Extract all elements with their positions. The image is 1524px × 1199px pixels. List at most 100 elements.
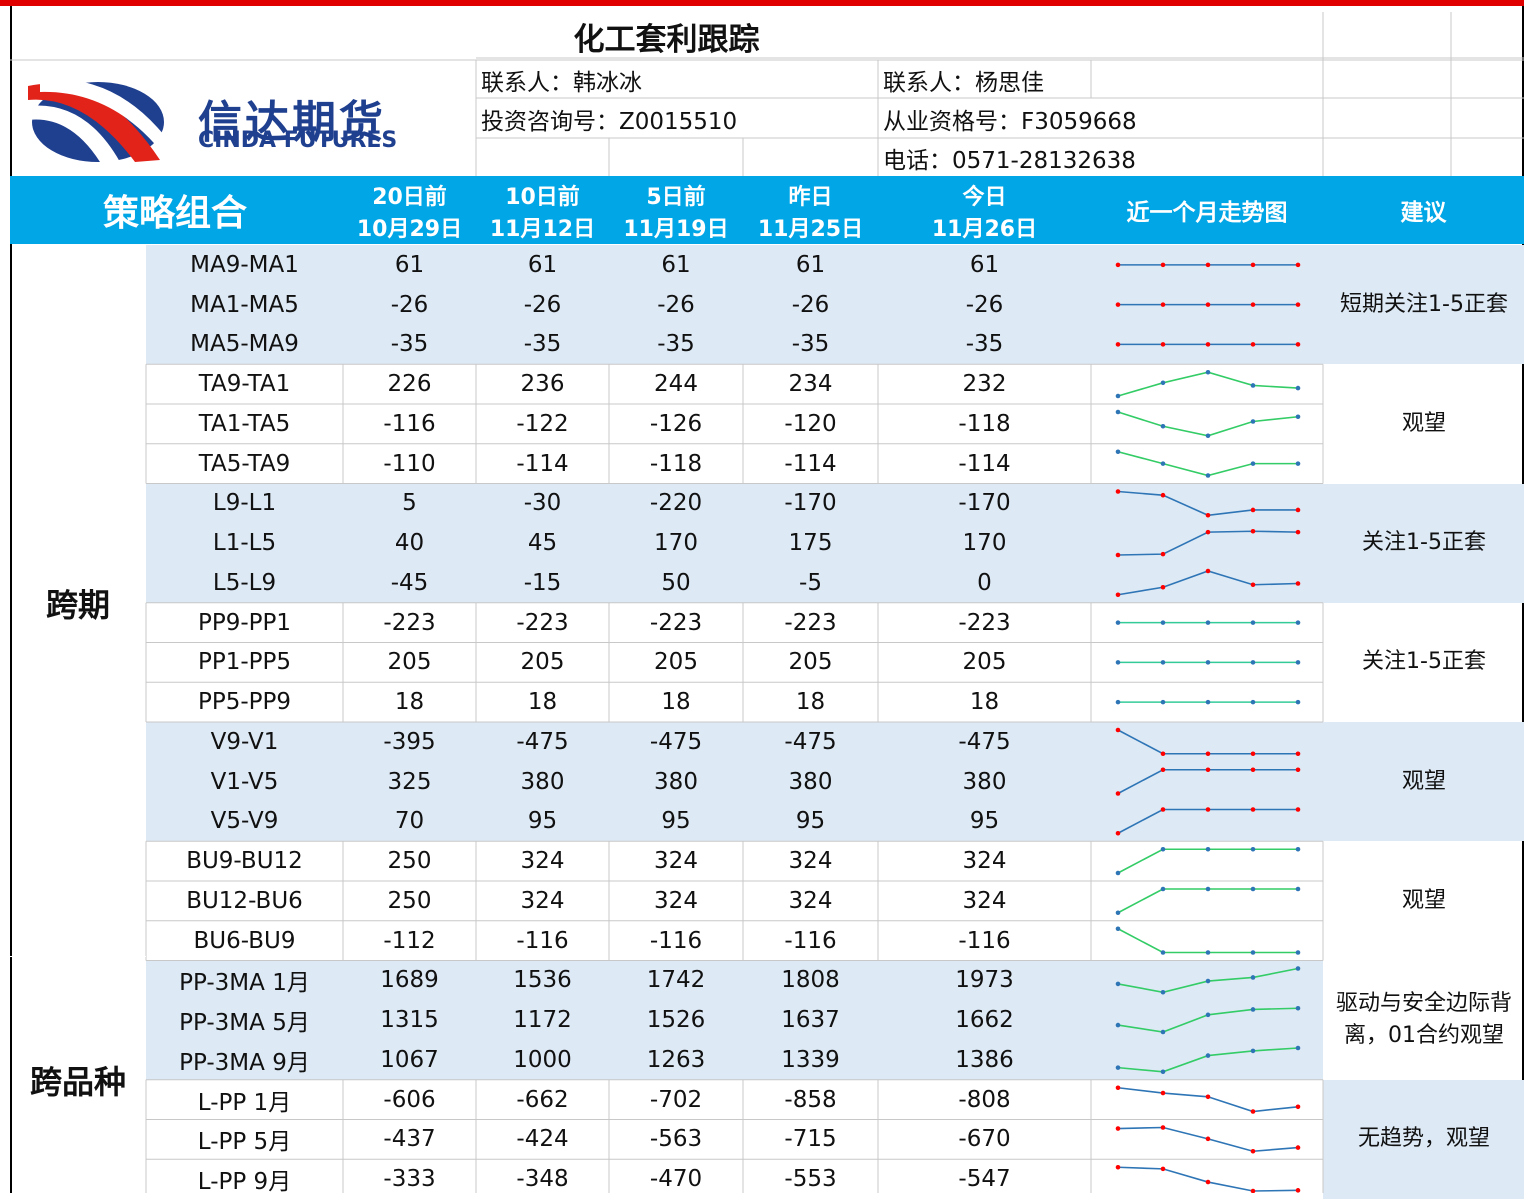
sparkline xyxy=(1118,929,1298,953)
sparkline-point xyxy=(1116,700,1121,705)
sparkline-point xyxy=(1161,424,1166,429)
sparkline-point xyxy=(1251,1149,1256,1154)
sparkline-point xyxy=(1116,1085,1121,1090)
sparkline-point xyxy=(1161,950,1166,955)
sparkline xyxy=(1118,492,1298,516)
sparkline-point xyxy=(1251,582,1256,587)
sparkline-point xyxy=(1206,751,1211,756)
sparkline-point xyxy=(1116,489,1121,494)
sparkline-point xyxy=(1251,1049,1256,1054)
sparkline-point xyxy=(1161,700,1166,705)
sparkline-point xyxy=(1296,342,1301,347)
sparkline-point xyxy=(1161,1069,1166,1074)
sparkline-point xyxy=(1251,342,1256,347)
sparkline-point xyxy=(1116,660,1121,665)
sparkline-point xyxy=(1296,414,1301,419)
sparkline-point xyxy=(1296,966,1301,971)
sparkline-point xyxy=(1206,1053,1211,1058)
sparkline xyxy=(1118,889,1298,913)
sparkline-point xyxy=(1296,508,1301,513)
sparkline xyxy=(1118,372,1298,396)
sparkline xyxy=(1118,730,1298,754)
sparkline-point xyxy=(1161,1167,1166,1172)
sparkline xyxy=(1118,531,1298,555)
sparkline-point xyxy=(1251,461,1256,466)
sparkline-point xyxy=(1161,1125,1166,1130)
sparkline-point xyxy=(1161,493,1166,498)
sparkline-point xyxy=(1116,831,1121,836)
sparkline-point xyxy=(1116,620,1121,625)
sparkline-point xyxy=(1206,1137,1211,1142)
sparkline-point xyxy=(1161,847,1166,852)
sparkline-point xyxy=(1251,1189,1256,1193)
sparkline-point xyxy=(1116,302,1121,307)
sparkline xyxy=(1118,849,1298,873)
sparkline-point xyxy=(1296,751,1301,756)
sparkline-point xyxy=(1296,1188,1301,1193)
sparkline-point xyxy=(1206,513,1211,518)
sparkline-point xyxy=(1296,767,1301,772)
sparkline-point xyxy=(1161,767,1166,772)
sparkline-point xyxy=(1296,530,1301,535)
sparkline-point xyxy=(1296,302,1301,307)
sparkline xyxy=(1118,810,1298,834)
sparkline-point xyxy=(1206,700,1211,705)
sparkline-point xyxy=(1251,847,1256,852)
sparkline-point xyxy=(1251,508,1256,513)
sparkline-point xyxy=(1116,791,1121,796)
sparkline-point xyxy=(1116,263,1121,268)
sparkline xyxy=(1118,571,1298,595)
sparkline-point xyxy=(1251,700,1256,705)
sparkline-point xyxy=(1116,1126,1121,1131)
sparkline-point xyxy=(1251,975,1256,980)
sparkline-point xyxy=(1161,1030,1166,1035)
sparkline-point xyxy=(1296,807,1301,812)
sparkline-point xyxy=(1161,620,1166,625)
sparkline-point xyxy=(1251,807,1256,812)
sparkline-point xyxy=(1206,569,1211,574)
sparkline-point xyxy=(1116,728,1121,733)
sparkline-point xyxy=(1161,461,1166,466)
sparkline-point xyxy=(1251,660,1256,665)
sparkline-point xyxy=(1116,1165,1121,1170)
sparkline-point xyxy=(1251,950,1256,955)
sparkline-point xyxy=(1206,1180,1211,1185)
sparkline-point xyxy=(1296,887,1301,892)
sparkline-point xyxy=(1116,342,1121,347)
sparkline-point xyxy=(1206,660,1211,665)
sparkline-point xyxy=(1206,370,1211,375)
sparkline-point xyxy=(1296,1006,1301,1011)
sparkline-point xyxy=(1116,982,1121,987)
sparkline-point xyxy=(1206,807,1211,812)
sparkline-point xyxy=(1296,1046,1301,1051)
sparkline-point xyxy=(1251,263,1256,268)
sparkline-point xyxy=(1161,990,1166,995)
sparkline-point xyxy=(1161,585,1166,590)
sparkline-point xyxy=(1161,751,1166,756)
sparkline-point xyxy=(1161,381,1166,386)
sparkline-point xyxy=(1296,461,1301,466)
sparkline-point xyxy=(1206,979,1211,984)
sparkline-point xyxy=(1206,767,1211,772)
sparkline-point xyxy=(1296,950,1301,955)
sparkline-point xyxy=(1206,302,1211,307)
sparkline xyxy=(1118,412,1298,436)
sparkline-point xyxy=(1116,553,1121,558)
sparkline-point xyxy=(1206,887,1211,892)
sparkline-point xyxy=(1296,263,1301,268)
sparkline-point xyxy=(1296,1104,1301,1109)
logo-mark xyxy=(28,79,168,162)
sparkline-point xyxy=(1296,847,1301,852)
sparkline-point xyxy=(1206,530,1211,535)
sparkline-point xyxy=(1251,529,1256,534)
sparkline-point xyxy=(1116,871,1121,876)
sparkline-point xyxy=(1296,581,1301,586)
sparkline-point xyxy=(1251,751,1256,756)
sparkline-point xyxy=(1296,1145,1301,1150)
sparkline-point xyxy=(1296,700,1301,705)
sparkline-point xyxy=(1296,620,1301,625)
sparkline xyxy=(1118,1088,1298,1112)
sparkline-point xyxy=(1116,394,1121,399)
sparkline-point xyxy=(1206,433,1211,438)
